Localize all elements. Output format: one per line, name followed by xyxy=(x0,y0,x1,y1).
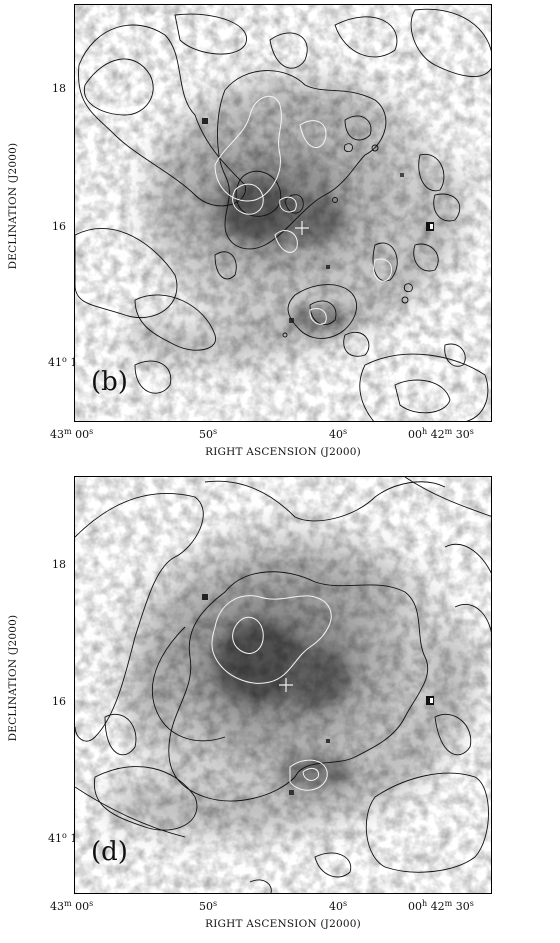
contours-dark xyxy=(75,477,491,893)
x-tick-00h42m30s: 00h 42m 30s xyxy=(408,899,474,913)
panel-label: (b) xyxy=(91,367,128,397)
y-tick-18: 18 xyxy=(52,558,66,571)
x-tick-43m00s: 43m 00s xyxy=(50,899,94,913)
y-axis-label: DECLINATION (J2000) xyxy=(7,614,19,742)
contours-dark xyxy=(75,8,491,421)
image-frame: (b) xyxy=(74,4,492,422)
contours-light xyxy=(214,95,393,325)
grayscale-map xyxy=(75,477,491,893)
y-tick-16: 16 xyxy=(52,695,66,708)
x-axis-label: RIGHT ASCENSION (J2000) xyxy=(205,446,361,458)
x-tick-43m00s: 43m 00s xyxy=(50,427,94,441)
panel-label: (d) xyxy=(91,837,128,867)
point-source xyxy=(202,118,208,124)
center-cross-marker xyxy=(295,221,309,235)
x-tick-00h42m30s: 00h 42m 30s xyxy=(408,427,474,441)
grayscale-map xyxy=(75,5,491,421)
y-tick-18: 18 xyxy=(52,82,66,95)
center-cross-marker xyxy=(279,678,293,692)
panel-b: DECLINATION (J2000) 18 16 41o 14' xyxy=(0,0,560,470)
x-tick-40s: 40s xyxy=(329,899,348,913)
x-tick-50s: 50s xyxy=(199,427,218,441)
y-tick-16: 16 xyxy=(52,220,66,233)
x-tick-40s: 40s xyxy=(329,427,348,441)
x-axis-label: RIGHT ASCENSION (J2000) xyxy=(205,918,361,930)
y-axis-label: DECLINATION (J2000) xyxy=(7,142,19,270)
point-source xyxy=(202,594,208,600)
image-frame: (d) xyxy=(74,476,492,894)
panel-d: DECLINATION (J2000) 18 16 41o 14' xyxy=(0,472,560,942)
contours-light xyxy=(211,595,332,791)
x-tick-50s: 50s xyxy=(199,899,218,913)
